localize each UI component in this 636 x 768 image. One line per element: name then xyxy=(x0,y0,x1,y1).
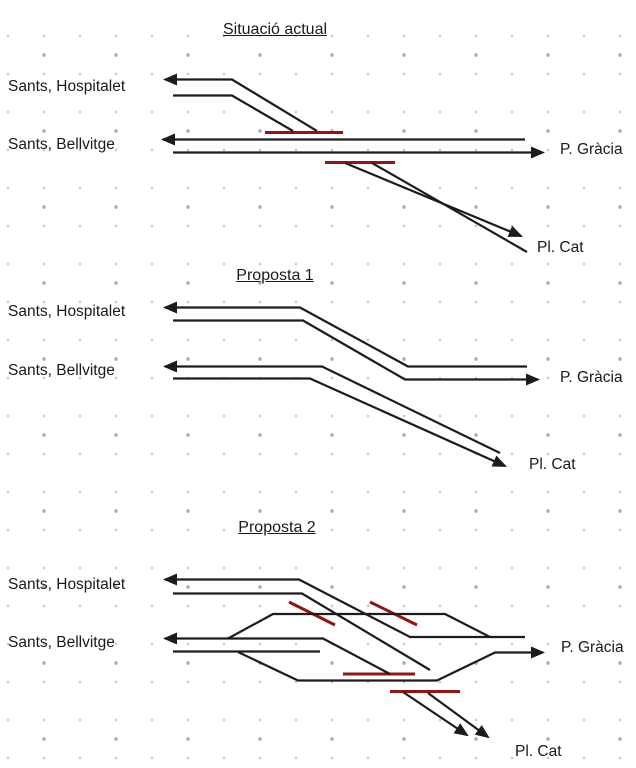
track-upper-bypass-loop xyxy=(227,612,491,640)
label-sants-bellvitge: Sants, Bellvitge xyxy=(8,362,115,379)
track-to-placat-left xyxy=(402,691,469,737)
label-pl-cat: Pl. Cat xyxy=(515,743,562,760)
track-hospitalet-westbound xyxy=(162,573,525,639)
section-title-proposta-2: Proposta 2 xyxy=(238,519,316,536)
label-pl-cat: Pl. Cat xyxy=(529,456,576,473)
track-hospitalet-eastbound-to-gracia xyxy=(173,319,541,386)
label-sants-bellvitge: Sants, Bellvitge xyxy=(8,136,115,153)
section-title-situacio-actual: Situació actual xyxy=(222,21,328,38)
track-branch-to-placat-arrowed xyxy=(344,161,523,238)
label-p-gracia: P. Gràcia xyxy=(561,639,624,656)
track-lower-bypass-to-gracia xyxy=(237,646,546,682)
label-p-gracia: P. Gràcia xyxy=(560,369,623,386)
label-sants-hospitalet: Sants, Hospitalet xyxy=(8,303,126,320)
track-bellvitge-westbound xyxy=(162,360,501,454)
label-sants-hospitalet: Sants, Hospitalet xyxy=(8,78,126,95)
track-branch-to-placat xyxy=(371,162,528,253)
track-bellvitge-westbound xyxy=(162,632,391,675)
track-bellvitge-eastbound-to-placat xyxy=(173,377,507,468)
track-hospitalet-eastbound-diagonal xyxy=(173,592,431,671)
diagram-situacio-actual xyxy=(160,73,546,253)
label-sants-hospitalet: Sants, Hospitalet xyxy=(8,576,126,593)
diagram-proposta-2 xyxy=(162,573,546,739)
section-title-proposta-1: Proposta 1 xyxy=(236,267,314,284)
track-hospitalet-eastbound xyxy=(173,94,294,132)
diagram-proposta-1 xyxy=(162,301,541,468)
label-p-gracia: P. Gràcia xyxy=(560,141,623,158)
track-hospitalet-westbound xyxy=(162,73,318,132)
label-pl-cat: Pl. Cat xyxy=(537,239,584,256)
conflict-marks xyxy=(265,131,460,693)
track-to-placat-right xyxy=(427,692,490,739)
track-hospitalet-westbound xyxy=(162,301,527,368)
label-sants-bellvitge: Sants, Bellvitge xyxy=(8,634,115,651)
